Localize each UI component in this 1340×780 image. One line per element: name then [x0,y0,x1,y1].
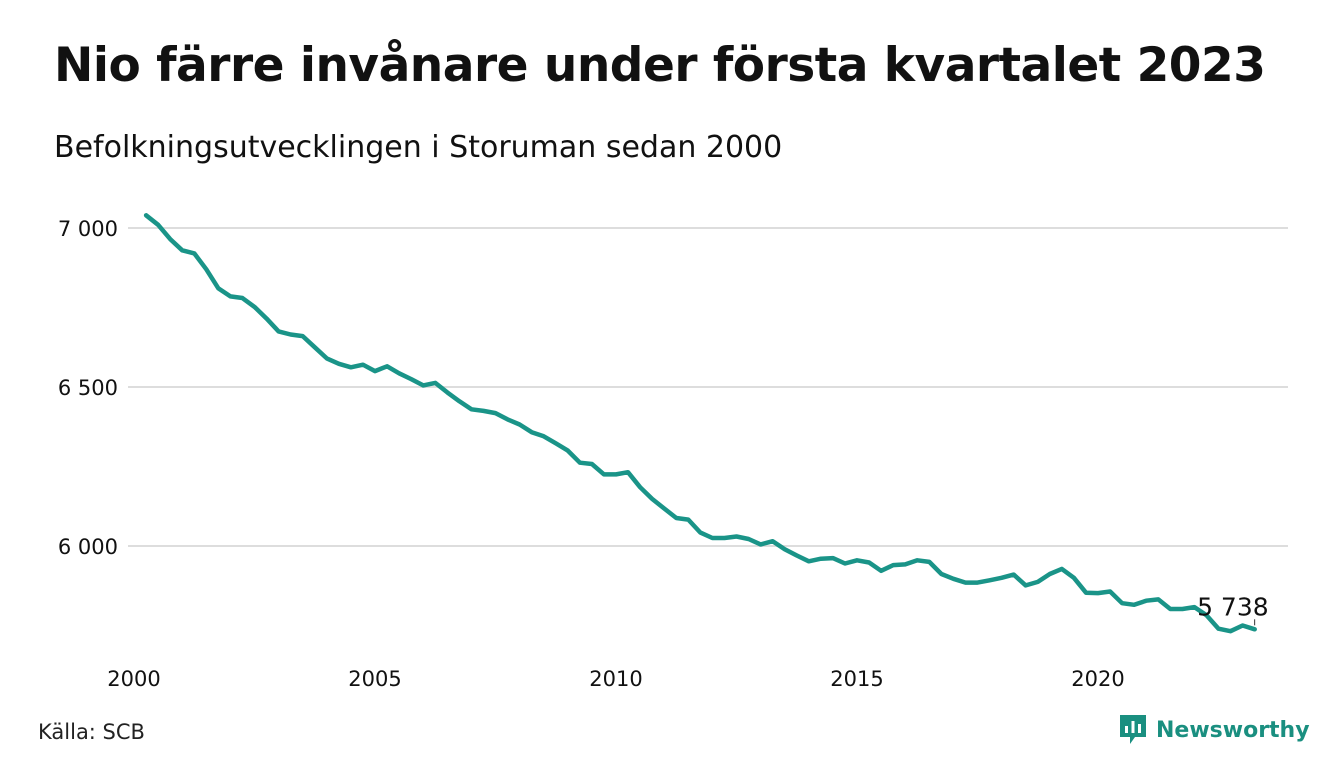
y-tick-label: 6 500 [58,376,118,400]
series-layer [143,213,1257,634]
y-tick-label: 7 000 [58,217,118,241]
gridlines [128,227,1288,547]
series-line [143,213,1257,634]
x-tick-label: 2000 [107,667,160,691]
line-chart: 6 000 6 500 7 000 2000 2005 2010 2015 2020 5 7… [58,213,1288,691]
newsworthy-logo-icon [1120,715,1146,744]
y-axis-ticks: 6 000 6 500 7 000 [58,217,118,559]
chart-subtitle: Befolkningsutvecklingen i Storuman sedan… [54,130,783,165]
x-tick-label: 2010 [589,667,642,691]
chart-title: Nio färre invånare under första kvartale… [54,38,1266,93]
x-tick-label: 2015 [830,667,883,691]
end-value-label: 5 738 [1197,592,1269,621]
x-tick-label: 2020 [1071,667,1124,691]
brand[interactable]: Newsworthy [1118,713,1310,747]
data-labels: 5 738 [1197,592,1269,626]
y-tick-label: 6 000 [58,535,118,559]
x-tick-label: 2005 [348,667,401,691]
source-note: Källa: SCB [38,720,145,744]
x-axis-ticks: 2000 2005 2010 2015 2020 [107,667,1124,691]
brand-name: Newsworthy [1156,717,1310,743]
